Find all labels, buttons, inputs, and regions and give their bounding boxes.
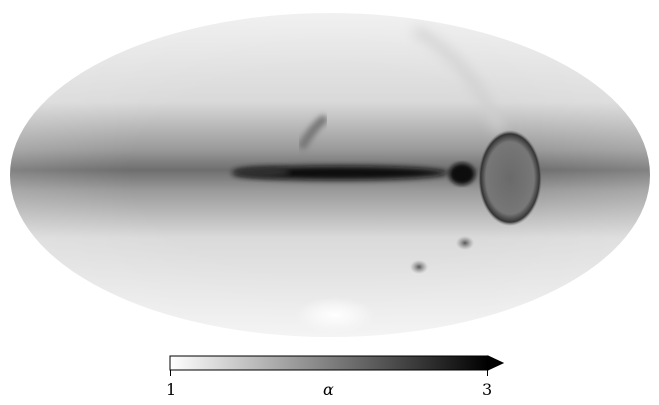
colorbar-gradient [169,355,489,371]
colorbar-extend-arrow [487,355,505,371]
colorbar-max-label: 3 [482,380,493,399]
colorbar [169,355,505,376]
map-ellipse-content [10,13,650,337]
colorbar-variable-label: α [323,380,334,399]
colorbar-min-label: 1 [166,380,177,399]
